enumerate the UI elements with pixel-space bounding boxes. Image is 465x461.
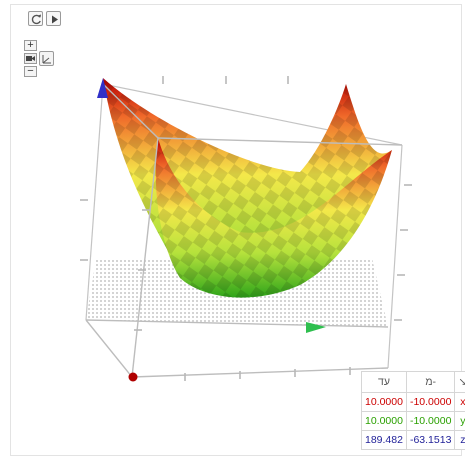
axis-ticks (80, 76, 412, 381)
y-min-value[interactable]: -10.0000 (405, 411, 456, 431)
z-min-value[interactable]: -63.1513 (405, 430, 456, 450)
origin-point (128, 372, 138, 382)
x-min-value[interactable]: -10.0000 (405, 392, 456, 412)
surface-front-checker (155, 138, 392, 298)
play-icon (52, 15, 58, 24)
axes-view-icon (42, 55, 51, 64)
x-axis-label: x (454, 392, 465, 412)
x-max-value[interactable]: 10.0000 (361, 392, 407, 412)
zoom-out-button[interactable]: − (24, 66, 37, 77)
table-header-row: עד מ- ↘ (361, 371, 465, 393)
z-max-value[interactable]: 189.482 (361, 430, 407, 450)
column-header-max: עד (361, 371, 407, 393)
column-header-min: מ- (405, 371, 456, 393)
x-axis-arrow (306, 322, 326, 333)
y-axis-label: y (454, 411, 465, 431)
bounding-box-front (85, 83, 403, 378)
axes-view-button[interactable] (39, 51, 54, 66)
refresh-icon (31, 14, 41, 25)
reset-button[interactable] (28, 11, 43, 26)
play-button[interactable] (46, 11, 61, 26)
column-header-axis: ↘ (454, 371, 465, 393)
table-row: 10.0000 -10.0000 x (361, 392, 465, 412)
z-axis-label: z (454, 430, 465, 450)
y-axis-arrow (97, 78, 108, 98)
table-row: 10.0000 -10.0000 y (361, 411, 465, 431)
camera-view-button[interactable] (24, 53, 37, 64)
camera-icon (26, 56, 35, 61)
y-max-value[interactable]: 10.0000 (361, 411, 407, 431)
axis-bounds-table: עד מ- ↘ 10.0000 -10.0000 x 10.0000 -10.0… (361, 371, 465, 450)
zoom-in-button[interactable]: + (24, 40, 37, 51)
table-row: 189.482 -63.1513 z (361, 430, 465, 450)
